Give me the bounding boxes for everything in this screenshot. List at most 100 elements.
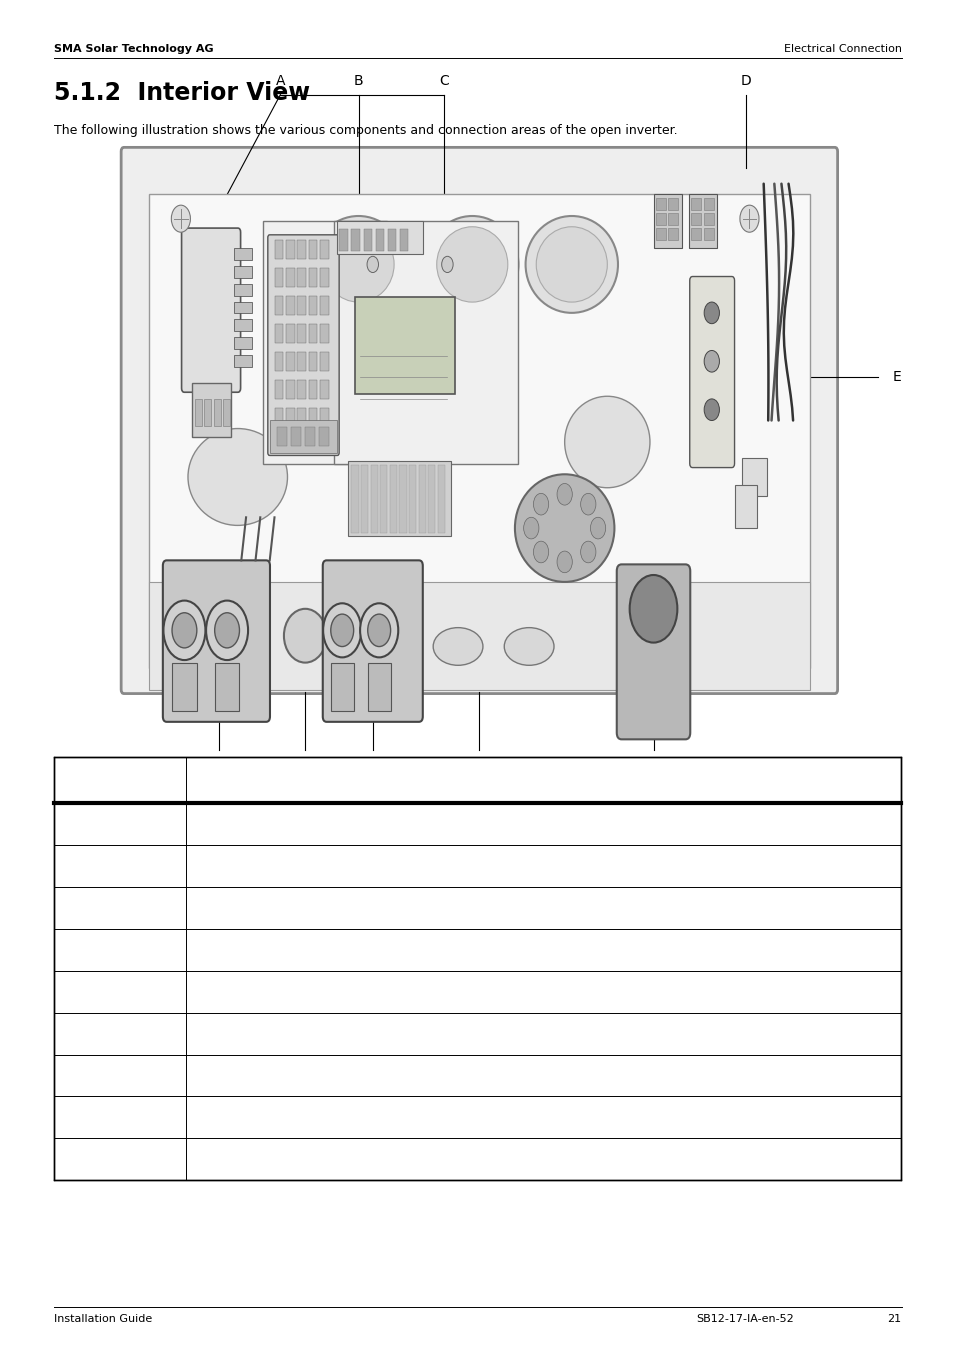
Bar [741, 458, 766, 496]
Text: Object: Object [64, 773, 114, 787]
Bar [320, 296, 329, 315]
Ellipse shape [188, 429, 287, 526]
Bar [399, 465, 406, 534]
Bar [387, 230, 395, 251]
Bar [233, 266, 252, 279]
Text: Electrical Connection: Electrical Connection [782, 45, 901, 54]
Bar [274, 241, 283, 260]
Text: I: I [303, 764, 307, 777]
Bar [355, 296, 454, 393]
Bar [437, 465, 444, 534]
Bar [655, 228, 665, 241]
Text: H: H [64, 1110, 75, 1125]
Bar [703, 199, 713, 210]
Text: PE connection cable for the lid: PE connection cable for the lid [194, 944, 386, 956]
Circle shape [590, 518, 605, 539]
Ellipse shape [436, 227, 507, 301]
Text: 5.1.2  Interior View: 5.1.2 Interior View [54, 81, 310, 105]
Text: Connection area and sockets for optional communication via RS485 or radio: Connection area and sockets for optional… [194, 860, 673, 872]
Text: D: D [64, 942, 75, 957]
Text: Display: Display [194, 902, 241, 914]
Bar [320, 268, 329, 287]
Bar [375, 230, 384, 251]
Bar [348, 461, 451, 537]
Bar [367, 662, 390, 711]
Bar [194, 399, 202, 426]
Ellipse shape [433, 627, 482, 665]
Bar [54, 757, 900, 1180]
Text: A: A [64, 817, 74, 831]
Circle shape [740, 206, 759, 233]
Bar [668, 199, 678, 210]
Text: A: A [275, 74, 285, 88]
Text: Installation Guide: Installation Guide [54, 1314, 152, 1324]
Bar [653, 195, 681, 249]
Bar [297, 324, 306, 343]
Bar [309, 408, 317, 427]
Bar [319, 427, 329, 446]
Ellipse shape [525, 216, 618, 312]
Bar [428, 465, 435, 534]
Bar [668, 228, 678, 241]
Bar [380, 465, 387, 534]
Text: G: G [64, 1068, 75, 1083]
Circle shape [533, 541, 548, 562]
Bar [297, 380, 306, 399]
Text: D: D [740, 74, 751, 88]
Bar [351, 230, 359, 251]
Bar [363, 230, 372, 251]
Bar [309, 296, 317, 315]
Bar [297, 408, 306, 427]
Bar [331, 662, 354, 711]
Bar [309, 241, 317, 260]
Bar [233, 337, 252, 349]
Ellipse shape [564, 396, 649, 488]
Bar [286, 268, 294, 287]
FancyBboxPatch shape [322, 560, 422, 722]
Bar [204, 399, 212, 426]
Text: Description: Description [194, 773, 284, 787]
Bar [337, 222, 422, 254]
Bar [320, 380, 329, 399]
Bar [309, 268, 317, 287]
FancyBboxPatch shape [121, 147, 837, 694]
Bar [274, 380, 283, 399]
Circle shape [367, 257, 378, 273]
Bar [320, 241, 329, 260]
Bar [233, 249, 252, 260]
Bar [149, 581, 809, 690]
Text: G: G [474, 764, 484, 777]
Text: C: C [64, 900, 74, 915]
Circle shape [206, 600, 248, 660]
Circle shape [533, 493, 548, 515]
Ellipse shape [504, 627, 554, 665]
Bar [233, 354, 252, 366]
Circle shape [172, 612, 196, 648]
Bar [655, 214, 665, 226]
Text: B: B [64, 859, 74, 873]
Circle shape [523, 518, 538, 539]
Ellipse shape [536, 227, 607, 301]
Circle shape [323, 603, 361, 657]
Circle shape [172, 206, 191, 233]
Text: C: C [438, 74, 448, 88]
Bar [286, 352, 294, 370]
Bar [399, 230, 408, 251]
Bar [735, 485, 756, 529]
Bar [320, 324, 329, 343]
Circle shape [629, 575, 677, 642]
Bar [276, 427, 287, 446]
Bar [390, 465, 396, 534]
FancyBboxPatch shape [163, 560, 270, 722]
Bar [339, 230, 348, 251]
Text: SMA Solar Technology AG: SMA Solar Technology AG [54, 45, 213, 54]
Bar [703, 228, 713, 241]
Bar [309, 380, 317, 399]
Bar [351, 465, 358, 534]
Bar [262, 222, 387, 464]
Bar [172, 662, 196, 711]
Circle shape [214, 612, 239, 648]
Bar [655, 199, 665, 210]
Ellipse shape [515, 475, 614, 581]
Bar [286, 241, 294, 260]
